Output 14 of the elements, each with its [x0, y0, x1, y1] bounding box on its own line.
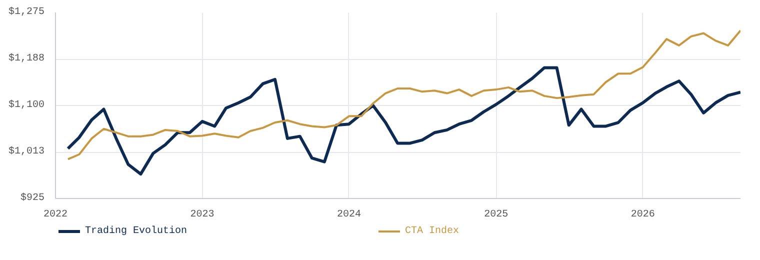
- y-tick-label: $1,100: [8, 99, 45, 111]
- y-tick-label: $1,188: [8, 52, 45, 64]
- y-tick-label: $1,013: [8, 146, 45, 158]
- line-series: [66, 66, 740, 176]
- x-tick-label: 2023: [190, 210, 214, 220]
- x-tick-label: 2026: [630, 210, 655, 220]
- legend-label: CTA Index: [405, 225, 460, 237]
- legend-label: Trading Evolution: [85, 225, 188, 237]
- y-tick-label: $1,275: [8, 6, 45, 18]
- x-tick-label: 2025: [484, 210, 508, 220]
- line-series: [66, 30, 740, 160]
- x-tick-label: 2022: [44, 210, 68, 220]
- x-tick-label: 2024: [336, 210, 361, 220]
- y-tick-label: $925: [20, 192, 45, 204]
